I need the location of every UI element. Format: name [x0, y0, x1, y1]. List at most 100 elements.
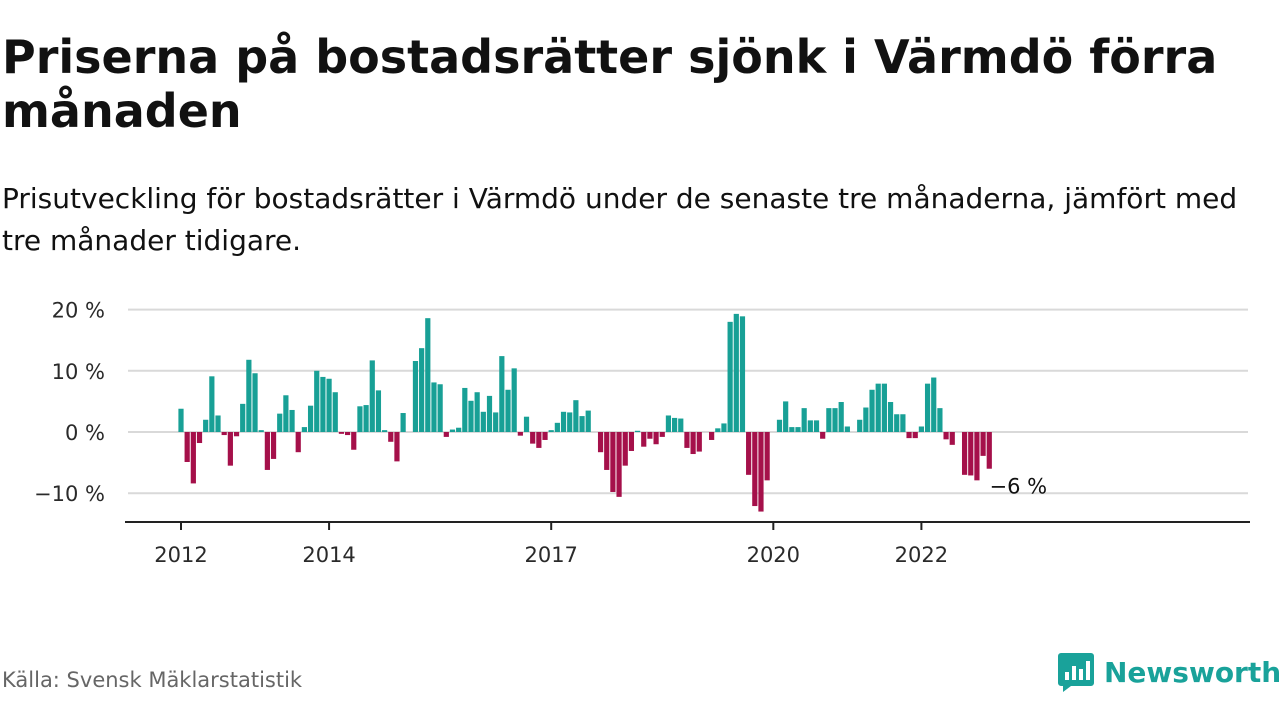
bar [523, 416, 530, 432]
bar [789, 427, 795, 432]
bar [881, 383, 887, 432]
y-tick-label: 20 % [52, 299, 105, 323]
bar [394, 432, 400, 462]
bar [190, 432, 196, 484]
bar [764, 432, 770, 481]
bar [567, 412, 573, 432]
bar [363, 405, 369, 432]
bar [869, 389, 875, 432]
bar [826, 408, 832, 432]
bar [647, 432, 653, 439]
bar [283, 395, 289, 432]
x-axis-tick-labels: 2012 2014 2017 2020 2022 [154, 543, 948, 567]
bar [505, 389, 511, 432]
bar [542, 432, 548, 440]
y-tick-label: 10 % [52, 360, 105, 384]
bar [733, 313, 739, 432]
bar [554, 422, 560, 432]
bar [462, 387, 468, 432]
bar [980, 432, 986, 456]
bar [690, 432, 696, 455]
bar [783, 401, 789, 432]
bar [425, 318, 431, 432]
bar [344, 432, 351, 436]
bar [924, 383, 931, 432]
bar [696, 432, 702, 452]
bar [388, 432, 394, 442]
bar [585, 410, 591, 432]
bar [659, 432, 665, 437]
bar [221, 432, 227, 436]
chart-subtitle: Prisutveckling för bostadsrätter i Värmd… [2, 182, 1238, 257]
bars [178, 313, 992, 512]
bar [758, 432, 764, 512]
bar [240, 403, 246, 432]
bar [326, 378, 332, 432]
bar [752, 432, 758, 507]
bar [801, 408, 807, 432]
logo-text: Newsworthy [1104, 655, 1280, 689]
bar [820, 432, 826, 439]
bar [715, 428, 721, 432]
bar [449, 429, 456, 432]
bar [746, 432, 752, 475]
bar [900, 414, 906, 432]
bar [233, 432, 240, 437]
x-tick-label: 2012 [154, 543, 207, 567]
bar [943, 432, 949, 440]
bar [419, 348, 425, 432]
y-tick-label: 0 % [65, 421, 105, 445]
bar [437, 384, 443, 432]
bar [252, 373, 258, 432]
bar [634, 430, 641, 432]
bar [184, 432, 190, 462]
bar [375, 390, 382, 432]
bar [382, 430, 388, 432]
bar [678, 418, 684, 432]
bar [665, 415, 672, 432]
bar [863, 407, 869, 432]
bar [203, 419, 209, 432]
bar [277, 413, 283, 432]
gridlines [128, 308, 1248, 495]
bar [739, 316, 746, 432]
bar [264, 432, 270, 470]
bar [622, 432, 628, 466]
x-tick-label: 2022 [895, 543, 948, 567]
bar [178, 408, 184, 432]
bar [227, 432, 233, 466]
bar [832, 408, 838, 432]
bar [295, 432, 301, 453]
bar [906, 432, 912, 439]
bar [215, 415, 221, 432]
bar [974, 432, 980, 481]
bar [795, 427, 801, 432]
bar [301, 427, 307, 432]
bar [517, 432, 523, 436]
newsworthy-logo[interactable]: Newsworthy [1058, 652, 1280, 692]
bar [918, 426, 924, 432]
bar [573, 400, 579, 432]
y-axis-tick-labels: 20 % 10 % 0 % −10 % [34, 299, 105, 507]
bar [486, 395, 493, 432]
bar [431, 382, 437, 432]
y-tick-label: −10 % [34, 482, 105, 506]
latest-value-label: −6 % [989, 475, 1047, 499]
bar [474, 392, 480, 432]
bar [196, 432, 203, 444]
bar [838, 402, 844, 432]
bar [246, 359, 252, 432]
bar [511, 368, 517, 432]
bar [332, 392, 338, 432]
bar [536, 432, 542, 448]
bar [307, 405, 314, 432]
bar [530, 432, 536, 444]
bar [628, 432, 635, 451]
source-note: Källa: Svensk Mäklarstatistik [2, 668, 303, 692]
bar [672, 417, 678, 432]
bar [468, 400, 474, 432]
bar [844, 426, 850, 432]
x-tick-label: 2020 [747, 543, 800, 567]
bar [604, 432, 610, 470]
bar [641, 432, 647, 447]
